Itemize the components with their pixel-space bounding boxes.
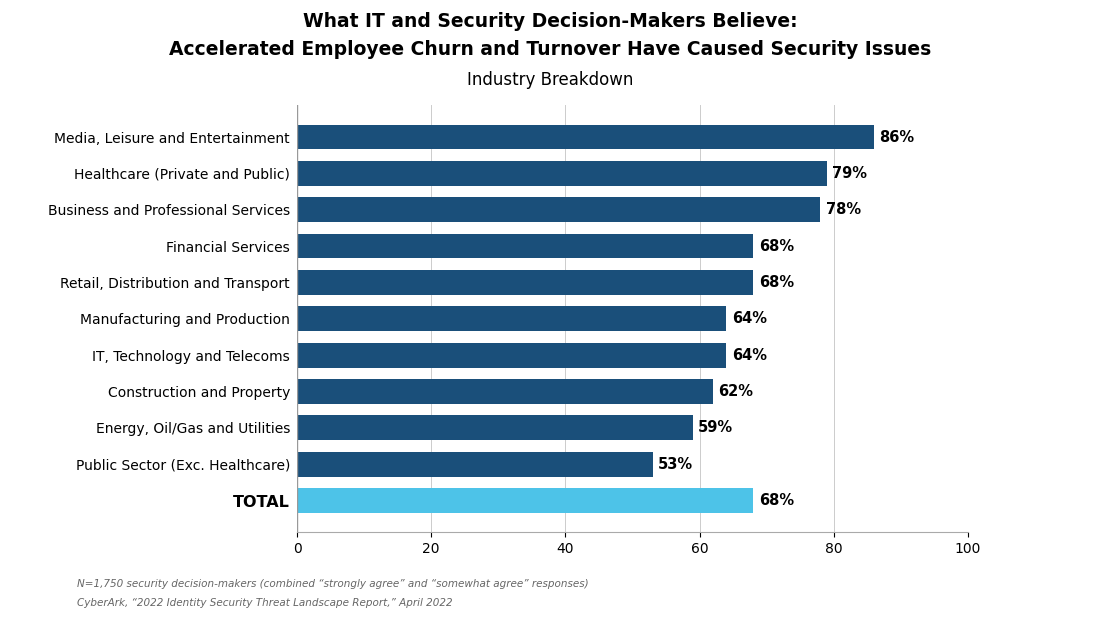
- Text: Industry Breakdown: Industry Breakdown: [466, 71, 634, 89]
- Bar: [297, 197, 821, 222]
- Bar: [297, 161, 827, 186]
- Text: 59%: 59%: [698, 420, 734, 435]
- Text: 53%: 53%: [658, 457, 693, 472]
- Text: What IT and Security Decision-Makers Believe:: What IT and Security Decision-Makers Bel…: [302, 12, 798, 32]
- Bar: [297, 415, 693, 440]
- Bar: [297, 124, 874, 149]
- Text: 78%: 78%: [826, 202, 861, 217]
- Text: 79%: 79%: [833, 166, 868, 181]
- Bar: [297, 379, 713, 404]
- Bar: [297, 270, 754, 295]
- Bar: [297, 488, 754, 513]
- Text: 64%: 64%: [732, 348, 767, 363]
- Text: 68%: 68%: [759, 238, 794, 254]
- Text: 86%: 86%: [879, 129, 914, 144]
- Text: 62%: 62%: [718, 384, 754, 399]
- Text: CyberArk, “2022 Identity Security Threat Landscape Report,” April 2022: CyberArk, “2022 Identity Security Threat…: [77, 598, 452, 608]
- Bar: [297, 306, 726, 331]
- Bar: [297, 234, 754, 259]
- Text: 64%: 64%: [732, 311, 767, 326]
- Bar: [297, 343, 726, 368]
- Text: Accelerated Employee Churn and Turnover Have Caused Security Issues: Accelerated Employee Churn and Turnover …: [169, 40, 931, 59]
- Text: 68%: 68%: [759, 493, 794, 508]
- Text: 68%: 68%: [759, 275, 794, 290]
- Bar: [297, 452, 652, 477]
- Text: N=1,750 security decision-makers (combined “strongly agree” and “somewhat agree”: N=1,750 security decision-makers (combin…: [77, 579, 588, 589]
